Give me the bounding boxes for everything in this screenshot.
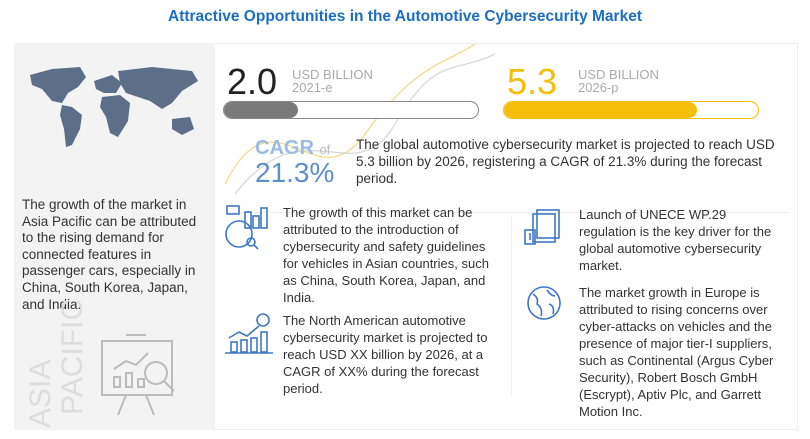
stat-2021-bar-fill: [224, 102, 298, 118]
stat-2021-year: 2021-e: [292, 80, 333, 95]
stat-2026-year: 2026-p: [578, 80, 619, 95]
insight-regulation-text: Launch of UNECE WP.29 regulation is the …: [579, 207, 772, 273]
cagr-value: 21.3%: [255, 157, 335, 188]
world-map-icon: [30, 67, 198, 147]
cagr-label-text: CAGR: [255, 137, 314, 159]
stat-2026-value: 5.3: [507, 61, 558, 102]
column-divider: [511, 216, 512, 396]
divider: [225, 212, 789, 213]
stat-2026-bar-fill: [504, 102, 698, 118]
market-summary: The global automotive cybersecurity mark…: [356, 137, 775, 186]
region-label-asia: ASIA: [24, 359, 57, 428]
stat-2026-unit: USD BILLION: [578, 67, 659, 82]
growth-chart-dollar-icon: [225, 313, 273, 354]
stat-2021-bar: [223, 101, 479, 119]
analytics-board-icon: [101, 334, 175, 416]
insight-europe-text: The market growth in Europe is attribute…: [579, 285, 774, 419]
stat-2026-bar: [503, 101, 759, 119]
cagr-of: of: [319, 142, 331, 157]
analytics-report-icon: [225, 205, 268, 250]
asia-pacific-text: The growth of the market in Asia Pacific…: [22, 197, 197, 312]
market-overview-panel: 2.0 USD BILLION 2021-e 5.3 USD BILLION 2…: [214, 43, 798, 430]
cagr-label: CAGR of: [255, 137, 330, 160]
stat-2021-value: 2.0: [227, 61, 278, 102]
insight-asia-text: The growth of this market can be attribu…: [283, 205, 489, 305]
decorative-curves: [224, 44, 496, 194]
insight-north-america-text: The North American automotive cybersecur…: [283, 313, 488, 396]
stat-2021-unit: USD BILLION: [292, 67, 373, 82]
asia-pacific-panel: The growth of the market in Asia Pacific…: [14, 43, 214, 430]
page-title: Attractive Opportunities in the Automoti…: [168, 8, 642, 25]
regulation-document-icon: [524, 209, 560, 245]
globe-icon: [527, 286, 561, 320]
region-label-pacific: PACIFIC: [56, 298, 89, 415]
